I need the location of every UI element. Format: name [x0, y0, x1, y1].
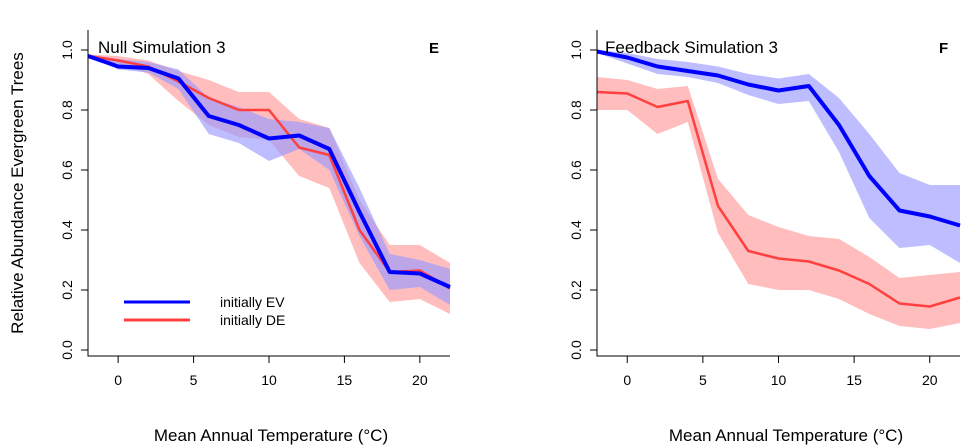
- y-tick-label: 0.0: [59, 340, 75, 360]
- plot-area: 0 5 10 15 20 0.0 0.2 0.4 0.6 0.8 1.0: [59, 30, 451, 388]
- series-line-initially-ev: [87, 54, 451, 289]
- x-tick-label: 0: [623, 372, 631, 388]
- panel-null-simulation-3: 0 5 10 15 20 0.0 0.2 0.4 0.6 0.8 1.0 Null Simulati…: [59, 30, 451, 445]
- axis-frame: [596, 30, 960, 357]
- x-tick-label: 20: [922, 372, 938, 388]
- y-tick-label: 1.0: [568, 40, 584, 60]
- x-tick-label: 5: [190, 372, 198, 388]
- panel-title-feedback: Feedback Simulation 3: [605, 38, 778, 57]
- y-axis-title: Relative Abundance Evergreen Trees: [8, 52, 27, 334]
- y-tick-label: 1.0: [59, 40, 75, 60]
- y-tick-label: 0.8: [568, 100, 584, 120]
- x-axis-title-left: Mean Annual Temperature (°C): [154, 426, 388, 445]
- x-tick-label: 10: [261, 372, 277, 388]
- y-tick-label: 0.6: [568, 160, 584, 180]
- x-tick-label: 20: [412, 372, 428, 388]
- plot-area: 0 5 10 15 20 0.0 0.2 0.4 0.6 0.8 1.0: [568, 30, 961, 388]
- y-tick-label: 0.8: [59, 100, 75, 120]
- panel-letter-f: F: [939, 40, 948, 57]
- y-tick-label: 0.4: [59, 220, 75, 240]
- y-tick-label: 0.6: [59, 160, 75, 180]
- band-initially-ev: [597, 50, 960, 263]
- x-tick-label: 15: [846, 372, 862, 388]
- band-initially-de: [597, 77, 960, 329]
- panel-title-null: Null Simulation 3: [98, 38, 226, 57]
- y-tick-label: 0.2: [59, 280, 75, 300]
- x-tick-label: 10: [771, 372, 787, 388]
- x-axis-title-right: Mean Annual Temperature (°C): [669, 426, 903, 445]
- panel-feedback-simulation-3: 0 5 10 15 20 0.0 0.2 0.4 0.6 0.8 1.0 Feedback Simu…: [568, 30, 961, 445]
- panel-letter-e: E: [429, 40, 439, 57]
- y-tick-label: 0.4: [568, 220, 584, 240]
- legend-label-ev: initially EV: [220, 294, 285, 310]
- x-tick-label: 15: [337, 372, 353, 388]
- x-tick-label: 5: [699, 372, 707, 388]
- band-initially-ev: [88, 54, 450, 305]
- series-line-initially-ev: [596, 49, 961, 228]
- y-tick-label: 0.2: [568, 280, 584, 300]
- y-tick-label: 0.0: [568, 340, 584, 360]
- band-initially-de: [88, 54, 450, 314]
- axis-frame: [87, 30, 450, 357]
- series-line-initially-de: [596, 90, 961, 308]
- legend-label-de: initially DE: [220, 312, 285, 328]
- x-tick-label: 0: [114, 372, 122, 388]
